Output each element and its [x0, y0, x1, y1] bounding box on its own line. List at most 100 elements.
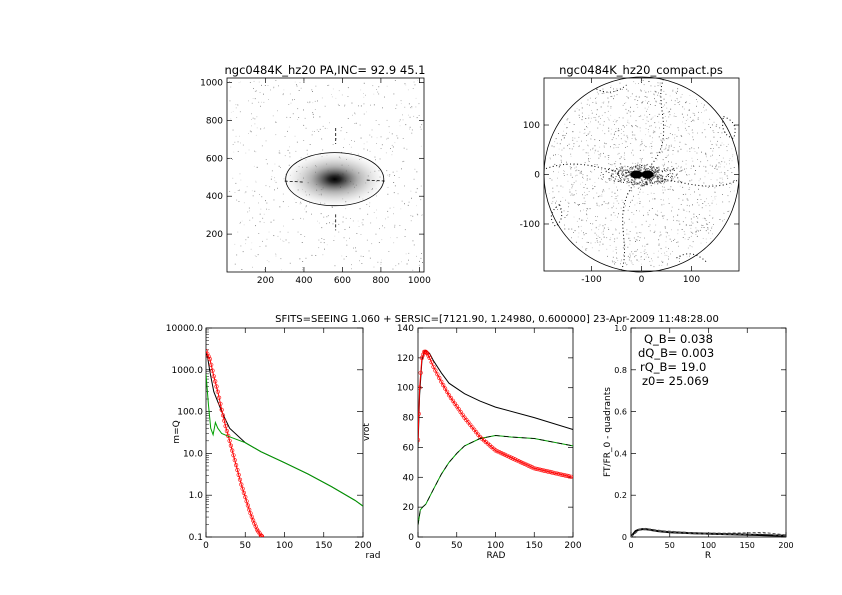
compact-dot	[617, 130, 619, 132]
galaxy-image-title: ngc0484K_hz20 PA,INC= 92.9 45.1	[225, 63, 426, 77]
noise-pixel	[255, 225, 256, 227]
compact-dot	[728, 160, 730, 161]
compact-bar-dot	[620, 168, 622, 170]
compact-dot	[584, 191, 585, 193]
compact-bar-dot	[627, 166, 629, 168]
compact-dot	[597, 235, 599, 237]
vrot-sersic-marker	[446, 393, 452, 398]
compact-bar-dot	[626, 174, 628, 176]
compact-dot	[615, 147, 617, 148]
vrot-sersic-marker	[497, 450, 502, 455]
compact-dot	[611, 179, 612, 181]
compact-bar-dot	[617, 173, 619, 175]
compact-dot	[551, 202, 553, 204]
compact-dot	[561, 149, 563, 151]
compact-dot	[586, 175, 588, 177]
compact-dot	[613, 88, 614, 90]
compact-dot	[574, 202, 576, 204]
compact-dot	[610, 87, 612, 88]
noise-pixel	[271, 176, 273, 178]
compact-bar-dot	[645, 183, 646, 185]
compact-dot	[597, 93, 599, 95]
compact-dot	[647, 194, 649, 195]
noise-pixel	[404, 106, 406, 108]
compact-dot	[582, 176, 584, 178]
vrot-sersic-marker	[435, 372, 440, 377]
noise-pixel	[402, 114, 403, 116]
compact-dot	[711, 227, 713, 229]
compact-dot	[711, 165, 713, 167]
compact-bar-dot	[659, 176, 661, 178]
compact-bar-dot	[684, 168, 685, 170]
mq-sersic-marker	[223, 424, 228, 429]
compact-dot	[694, 151, 696, 152]
compact-dot	[603, 236, 605, 238]
vrot-sersic-marker	[450, 398, 456, 403]
compact-dot	[615, 246, 617, 248]
noise-pixel	[375, 120, 377, 121]
noise-pixel	[400, 103, 402, 104]
compact-dot	[664, 162, 666, 164]
compact-dot	[549, 178, 551, 179]
compact-dot	[666, 255, 668, 256]
noise-pixel	[240, 81, 241, 83]
compact-bar-dot	[658, 176, 660, 178]
compact-dot	[658, 243, 660, 245]
vrot-sersic-marker	[555, 471, 560, 476]
compact-dot	[626, 182, 627, 184]
compact-dot	[655, 101, 657, 103]
compact-dot	[558, 166, 560, 168]
compact-bar-dot	[637, 182, 639, 184]
compact-bar-dot	[639, 166, 641, 168]
compact-dot	[634, 251, 636, 252]
compact-dot	[692, 139, 694, 141]
compact-dot	[592, 188, 594, 190]
noise-pixel	[409, 116, 411, 118]
compact-dot	[678, 179, 680, 181]
noise-pixel	[378, 86, 380, 88]
mq-xtick-label: 100	[276, 541, 293, 551]
compact-bar-dot	[622, 175, 624, 177]
compact-dot	[619, 82, 621, 84]
compact-dot	[617, 260, 619, 261]
compact-dot	[678, 258, 680, 259]
compact-dot	[728, 201, 730, 203]
compact-dot	[579, 117, 580, 118]
compact-bar-dot	[652, 170, 654, 172]
compact-dot	[677, 241, 679, 243]
noise-pixel	[363, 113, 365, 115]
compact-dot	[707, 224, 709, 225]
compact-dot	[730, 191, 731, 193]
compact-dot	[621, 259, 622, 261]
compact-dot	[721, 177, 723, 179]
compact-dot	[675, 91, 677, 93]
noise-pixel	[235, 135, 237, 137]
compact-bar-dot	[670, 176, 671, 178]
noise-pixel	[270, 89, 271, 91]
compact-dot	[682, 121, 683, 123]
noise-pixel	[376, 217, 377, 219]
compact-dot	[623, 131, 625, 132]
compact-dot	[607, 97, 609, 99]
compact-dot	[595, 220, 597, 221]
noise-pixel	[376, 143, 377, 144]
noise-pixel	[405, 124, 407, 126]
compact-bar-dot	[658, 179, 660, 181]
compact-dot	[688, 126, 690, 127]
compact-bar-dot	[640, 169, 642, 171]
compact-dot	[601, 232, 603, 234]
ftfr-ytick-label: 1.0	[614, 324, 627, 333]
compact-dot	[581, 140, 582, 142]
noise-pixel	[395, 108, 397, 109]
compact-dot	[651, 117, 653, 119]
vrot-xtick-label: 50	[451, 541, 463, 551]
noise-pixel	[285, 239, 287, 241]
compact-dot	[564, 135, 566, 136]
vrot-sersic-marker	[524, 462, 529, 467]
noise-pixel	[347, 87, 349, 89]
vrot-sersic-marker	[448, 395, 454, 401]
noise-pixel	[249, 219, 251, 221]
compact-dot	[664, 227, 666, 229]
vrot-sersic-marker	[418, 385, 422, 390]
compact-dot	[682, 186, 684, 188]
